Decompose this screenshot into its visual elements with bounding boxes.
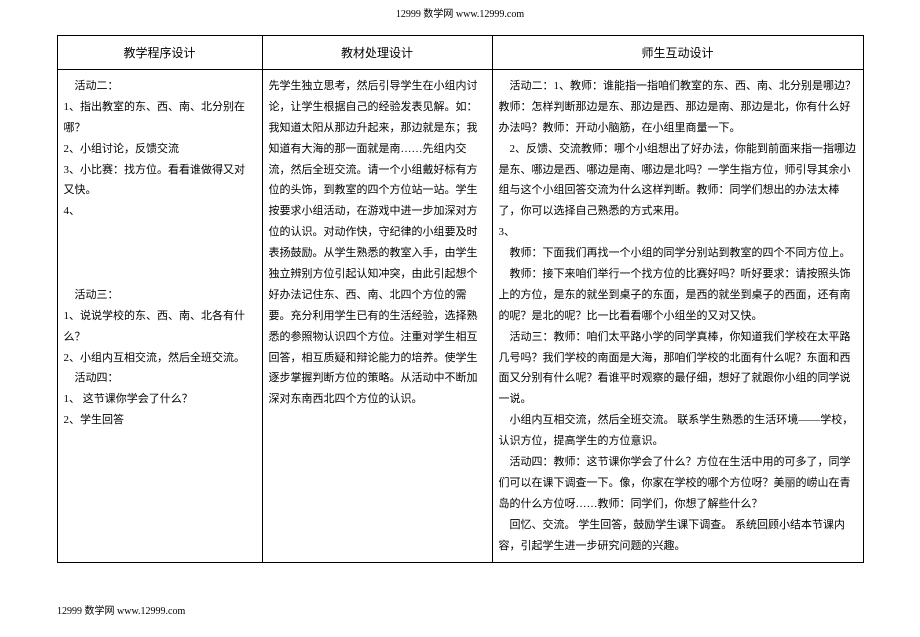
col3-content: 活动二：1、教师：谁能指一指咱们教室的东、西、南、北分别是哪边？教师：怎样判断那… [492, 70, 863, 563]
activity4-line2: 2、学生回答 [64, 410, 256, 431]
activity2-line1: 1、指出教室的东、西、南、北分别在哪？ [64, 97, 256, 139]
header-url: 12999 数学网 www.12999.com [0, 0, 920, 25]
activity4-title: 活动四： [64, 368, 256, 389]
table-header-row: 教学程序设计 教材处理设计 师生互动设计 [57, 36, 863, 70]
col2-content: 先学生独立思考，然后引导学生在小组内讨论，让学生根据自己的经验发表见解。如：我知… [262, 70, 492, 563]
col1-content: 活动二： 1、指出教室的东、西、南、北分别在哪？ 2、小组讨论，反馈交流 3、小… [57, 70, 262, 563]
col3-p8: 回忆、交流。 学生回答，鼓励学生课下调查。 系统回顾小结本节课内容，引起学生进一… [499, 515, 857, 557]
col3-p2: 2、反馈、交流教师：哪个小组想出了好办法，你能到前面来指一指哪边是东、哪边是西、… [499, 139, 857, 223]
col2-paragraph: 先学生独立思考，然后引导学生在小组内讨论，让学生根据自己的经验发表见解。如：我知… [269, 76, 486, 410]
activity2-title: 活动二： [64, 76, 256, 97]
col3-p6: 小组内互相交流，然后全班交流。 联系学生熟悉的生活环境——学校，认识方位，提高学… [499, 410, 857, 452]
col3-p7: 活动四：教师：这节课你学会了什么？方位在生活中用的可多了，同学们可以在课下调查一… [499, 452, 857, 515]
header-col2: 教材处理设计 [262, 36, 492, 70]
activity2-line3: 3、小比赛：找方位。看看谁做得又对又快。 [64, 160, 256, 202]
footer-url: 12999 数学网 www.12999.com [57, 602, 185, 617]
col3-p3: 教师：下面我们再找一个小组的同学分别站到教室的四个不同方位上。 [499, 243, 857, 264]
header-col1: 教学程序设计 [57, 36, 262, 70]
col3-p1: 活动二：1、教师：谁能指一指咱们教室的东、西、南、北分别是哪边？教师：怎样判断那… [499, 76, 857, 139]
activity3-title: 活动三： [64, 285, 256, 306]
col3-p3num: 3、 [499, 222, 857, 243]
activity3-line2: 2、小组内互相交流，然后全班交流。 [64, 348, 256, 369]
activity4-line1: 1、 这节课你学会了什么？ [64, 389, 256, 410]
table-content-row: 活动二： 1、指出教室的东、西、南、北分别在哪？ 2、小组讨论，反馈交流 3、小… [57, 70, 863, 563]
col3-p4: 教师：接下来咱们举行一个找方位的比赛好吗？听好要求：请按照头饰上的方位，是东的就… [499, 264, 857, 327]
col3-p5: 活动三：教师：咱们太平路小学的同学真棒，你知道我们学校在太平路几号吗？我们学校的… [499, 327, 857, 411]
lesson-plan-table: 教学程序设计 教材处理设计 师生互动设计 活动二： 1、指出教室的东、西、南、北… [57, 35, 864, 563]
activity2-line2: 2、小组讨论，反馈交流 [64, 139, 256, 160]
header-col3: 师生互动设计 [492, 36, 863, 70]
activity3-line1: 1、说说学校的东、西、南、北各有什么？ [64, 306, 256, 348]
activity2-line4: 4、 [64, 201, 256, 222]
